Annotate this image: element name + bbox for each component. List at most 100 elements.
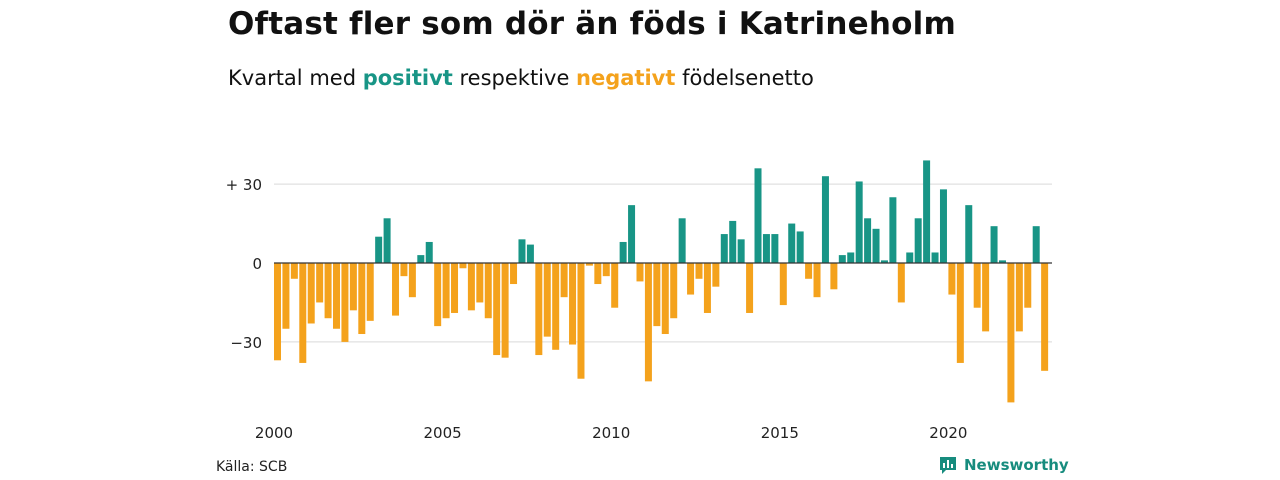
newsworthy-logo-icon xyxy=(940,457,956,474)
bar-negative xyxy=(400,263,408,277)
bar-positive xyxy=(864,218,872,263)
bar-negative xyxy=(493,263,501,356)
bar-negative xyxy=(366,263,374,321)
bar-negative xyxy=(307,263,315,324)
subtitle-positive-label: positivt xyxy=(362,66,453,90)
bar-negative xyxy=(484,263,492,319)
bar-positive xyxy=(628,205,636,263)
bar-negative xyxy=(644,263,652,382)
bar-positive xyxy=(821,176,829,263)
bar-negative xyxy=(703,263,711,313)
bar-negative xyxy=(897,263,905,303)
bar-positive xyxy=(375,236,383,263)
bar-positive xyxy=(720,234,728,263)
bar-positive xyxy=(990,226,998,263)
bar-positive xyxy=(526,244,534,263)
bar-positive xyxy=(1032,226,1040,263)
bar-negative xyxy=(408,263,416,298)
x-tick-label: 2005 xyxy=(424,424,462,442)
x-tick-label: 2020 xyxy=(929,424,967,442)
bar-negative xyxy=(805,263,813,279)
bar-positive xyxy=(771,234,779,263)
bar-negative xyxy=(594,263,602,285)
bar-negative xyxy=(434,263,442,327)
bar-negative xyxy=(274,263,281,361)
bar-positive xyxy=(754,168,762,263)
x-tick-label: 2000 xyxy=(255,424,293,442)
bar-negative xyxy=(333,263,341,329)
bar-negative xyxy=(476,263,484,303)
bar-negative xyxy=(1007,263,1015,403)
bar-positive xyxy=(998,260,1006,263)
bar-positive xyxy=(838,255,846,263)
bar-negative xyxy=(1041,263,1049,371)
subtitle-negative-label: negativt xyxy=(576,66,676,90)
bar-negative xyxy=(560,263,568,298)
bar-negative xyxy=(569,263,577,345)
bar-positive xyxy=(796,231,804,263)
bar-positive xyxy=(965,205,973,263)
bar-negative xyxy=(1015,263,1023,332)
bar-negative xyxy=(442,263,450,319)
bar-negative xyxy=(324,263,332,319)
bar-positive xyxy=(931,252,939,263)
newsworthy-logo[interactable]: Newsworthy xyxy=(938,455,1069,475)
bar-positive xyxy=(518,239,526,263)
bar-positive xyxy=(678,218,686,263)
chart-title: Oftast fler som dör än föds i Katrinehol… xyxy=(228,6,956,42)
bar-positive xyxy=(737,239,745,263)
bar-positive xyxy=(889,197,897,263)
x-tick-label: 2010 xyxy=(592,424,630,442)
bar-negative xyxy=(746,263,754,313)
brand-name: Newsworthy xyxy=(964,456,1069,474)
bar-negative xyxy=(830,263,838,290)
bar-negative xyxy=(467,263,475,311)
bar-positive xyxy=(619,241,627,263)
bar-positive xyxy=(923,160,931,263)
bar-negative xyxy=(948,263,956,295)
bar-negative xyxy=(661,263,669,335)
bar-negative xyxy=(602,263,610,277)
bar-negative xyxy=(611,263,619,308)
y-tick-label: 0 xyxy=(252,255,262,273)
bar-negative xyxy=(712,263,720,287)
bar-negative xyxy=(670,263,678,319)
bar-positive xyxy=(906,252,914,263)
bar-positive xyxy=(855,181,863,263)
bar-positive xyxy=(425,241,433,263)
bar-negative xyxy=(636,263,644,282)
bar-negative xyxy=(299,263,307,363)
bar-negative xyxy=(779,263,787,306)
bar-negative xyxy=(585,263,593,266)
bar-negative xyxy=(510,263,518,285)
bar-negative xyxy=(392,263,400,316)
subtitle-start: Kvartal med xyxy=(228,66,363,90)
bar-negative xyxy=(813,263,821,298)
bar-positive xyxy=(383,218,391,263)
bar-negative xyxy=(577,263,585,379)
bar-negative xyxy=(501,263,509,358)
bar-negative xyxy=(358,263,366,335)
bar-positive xyxy=(788,223,796,263)
bar-positive xyxy=(939,189,947,263)
bar-negative xyxy=(956,263,964,363)
source-note: Källa: SCB xyxy=(216,459,288,475)
bar-negative xyxy=(543,263,551,337)
y-tick-label: −30 xyxy=(230,334,262,352)
bar-positive xyxy=(762,234,770,263)
bar-negative xyxy=(695,263,703,279)
subtitle-middle: respektive xyxy=(452,66,577,90)
bar-negative xyxy=(341,263,349,342)
bar-negative xyxy=(973,263,981,308)
bar-negative xyxy=(653,263,661,327)
bar-positive xyxy=(880,260,888,263)
bar-negative xyxy=(316,263,324,303)
bar-positive xyxy=(847,252,855,263)
bar-negative xyxy=(451,263,459,313)
x-tick-label: 2015 xyxy=(761,424,799,442)
subtitle-end: födelsenetto xyxy=(675,66,814,90)
chart-subtitle: Kvartal med positivt respektive negativt… xyxy=(228,66,814,90)
bar-negative xyxy=(349,263,357,311)
bar-positive xyxy=(729,220,737,263)
